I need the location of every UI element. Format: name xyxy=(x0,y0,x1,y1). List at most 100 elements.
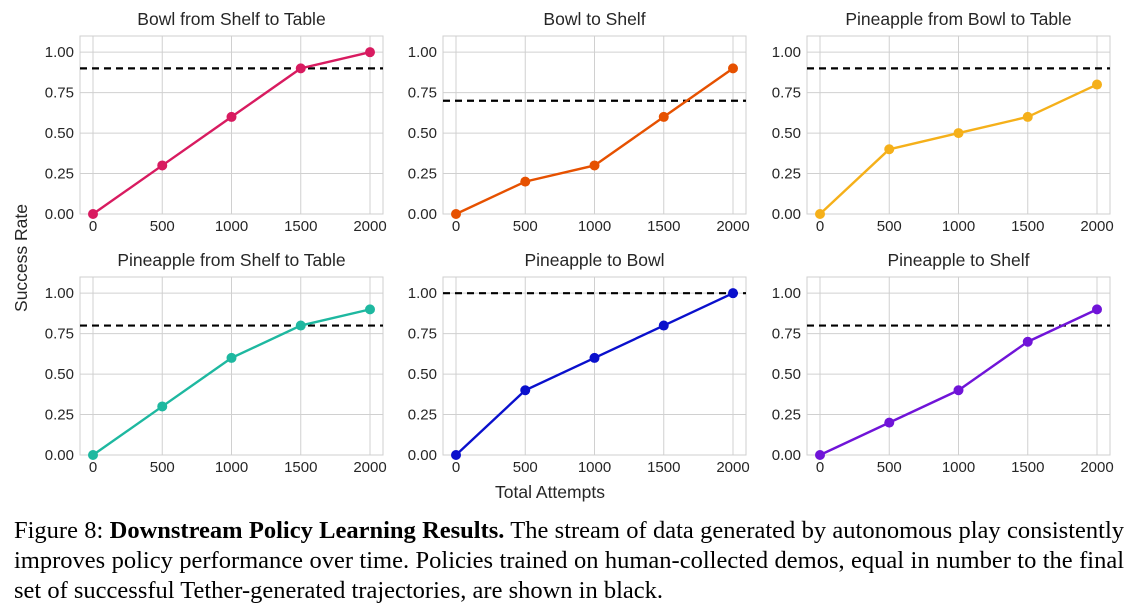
x-tick-label: 1000 xyxy=(942,459,975,476)
y-tick-label: 0.50 xyxy=(45,125,74,142)
data-point xyxy=(658,111,669,122)
data-point xyxy=(365,47,375,58)
plot-frame xyxy=(442,35,747,215)
y-tick-label: 0.75 xyxy=(45,326,74,343)
x-tick-label: 1500 xyxy=(284,218,317,235)
data-point xyxy=(295,320,306,331)
subplot-6: 0.00 0.25 0.50 0.75 1.00 0 500 1000 1500 2000 Pine… xyxy=(772,250,1114,476)
x-tick-label: 500 xyxy=(513,218,538,235)
x-tick-label: 0 xyxy=(816,459,824,476)
x-tick-label: 500 xyxy=(877,218,902,235)
y-tick-label: 1.00 xyxy=(45,44,74,61)
caption-label: Figure 8: xyxy=(14,517,104,544)
x-tick-label: 1000 xyxy=(942,218,975,235)
x-tick-label: 1000 xyxy=(578,459,611,476)
subplot-title: Pineapple to Shelf xyxy=(887,250,1029,270)
subplot-title: Pineapple to Bowl xyxy=(524,250,664,270)
data-point xyxy=(884,144,895,155)
x-tick-label: 1500 xyxy=(647,459,680,476)
data-point xyxy=(88,450,98,460)
y-tick-label: 0.00 xyxy=(408,206,437,223)
x-tick-label: 0 xyxy=(452,459,460,476)
y-tick-label: 0.75 xyxy=(772,85,801,102)
y-tick-label: 1.00 xyxy=(772,44,801,61)
x-axis-label: Total Attempts xyxy=(495,482,605,502)
y-tick-label: 0.00 xyxy=(772,447,801,464)
data-point xyxy=(1092,79,1102,90)
x-tick-label: 2000 xyxy=(716,459,749,476)
plot-frame xyxy=(806,35,1111,215)
x-tick-label: 1500 xyxy=(647,218,680,235)
y-tick-label: 1.00 xyxy=(772,285,801,302)
y-tick-label: 0.75 xyxy=(45,85,74,102)
data-point xyxy=(226,111,237,122)
y-tick-label: 1.00 xyxy=(408,285,437,302)
chart-canvas: Success Rate Total Attempts 0.00 0.25 0.50… xyxy=(11,9,1114,502)
figure-grid: Success Rate Total Attempts 0.00 0.25 0.50… xyxy=(11,9,1114,502)
y-tick-label: 0.25 xyxy=(772,407,801,424)
y-tick-label: 0.75 xyxy=(408,326,437,343)
data-point xyxy=(88,209,98,219)
y-tick-label: 0.25 xyxy=(408,166,437,183)
data-point xyxy=(815,450,825,460)
data-point xyxy=(658,320,669,331)
x-tick-label: 0 xyxy=(816,218,824,235)
data-point xyxy=(815,209,825,219)
data-point xyxy=(365,304,375,315)
x-tick-label: 1000 xyxy=(215,218,248,235)
x-tick-label: 2000 xyxy=(1080,459,1113,476)
subplot-title: Pineapple from Shelf to Table xyxy=(117,250,345,270)
y-tick-label: 0.25 xyxy=(772,166,801,183)
y-tick-label: 0.00 xyxy=(772,206,801,223)
y-tick-label: 1.00 xyxy=(408,44,437,61)
data-point xyxy=(1022,111,1033,122)
y-tick-label: 0.50 xyxy=(45,366,74,383)
y-tick-label: 0.00 xyxy=(45,206,74,223)
x-tick-label: 2000 xyxy=(353,218,386,235)
subplot-title: Bowl from Shelf to Table xyxy=(137,9,325,29)
plot-frame xyxy=(806,276,1111,456)
y-tick-label: 0.25 xyxy=(408,407,437,424)
caption-body: The stream of data generated by autonomo… xyxy=(14,517,1125,604)
subplot-title: Pineapple from Bowl to Table xyxy=(845,9,1071,29)
y-tick-label: 0.25 xyxy=(45,407,74,424)
x-tick-label: 1000 xyxy=(578,218,611,235)
subplot-2: 0.00 0.25 0.50 0.75 1.00 0 500 1000 1500 2000 Bowl… xyxy=(408,9,750,235)
x-tick-label: 2000 xyxy=(353,459,386,476)
data-point xyxy=(728,288,738,299)
data-point xyxy=(520,385,531,396)
y-tick-label: 0.50 xyxy=(772,366,801,383)
figure-caption: Figure 8: Downstream Policy Learning Res… xyxy=(14,516,1124,606)
x-tick-label: 2000 xyxy=(716,218,749,235)
data-point xyxy=(451,450,461,460)
x-tick-label: 500 xyxy=(513,459,538,476)
data-point xyxy=(953,385,964,396)
x-tick-label: 2000 xyxy=(1080,218,1113,235)
data-point xyxy=(953,128,964,139)
data-point xyxy=(1022,336,1033,347)
caption-bold-title: Downstream Policy Learning Results. xyxy=(109,517,505,544)
x-tick-label: 1500 xyxy=(1011,459,1044,476)
x-tick-label: 0 xyxy=(89,218,97,235)
data-point xyxy=(1092,304,1102,315)
subplot-3: 0.00 0.25 0.50 0.75 1.00 0 500 1000 1500 2000 Pine… xyxy=(772,9,1114,235)
subplot-4: 0.00 0.25 0.50 0.75 1.00 0 500 1000 1500 2000 Pine… xyxy=(45,250,387,476)
x-tick-label: 0 xyxy=(89,459,97,476)
y-tick-label: 1.00 xyxy=(45,285,74,302)
y-tick-label: 0.75 xyxy=(772,326,801,343)
x-tick-label: 1500 xyxy=(1011,218,1044,235)
data-point xyxy=(589,160,600,171)
x-tick-label: 1000 xyxy=(215,459,248,476)
y-tick-label: 0.00 xyxy=(408,447,437,464)
y-tick-label: 0.50 xyxy=(408,125,437,142)
data-point xyxy=(157,401,168,412)
plot-frame xyxy=(442,276,747,456)
data-point xyxy=(884,417,895,428)
y-tick-label: 0.50 xyxy=(408,366,437,383)
data-point xyxy=(226,352,237,363)
data-point xyxy=(728,63,738,74)
subplot-5: 0.00 0.25 0.50 0.75 1.00 0 500 1000 1500 2000 Pine… xyxy=(408,250,750,476)
data-point xyxy=(520,176,531,187)
y-axis-label: Success Rate xyxy=(11,204,31,312)
data-point xyxy=(451,209,461,219)
